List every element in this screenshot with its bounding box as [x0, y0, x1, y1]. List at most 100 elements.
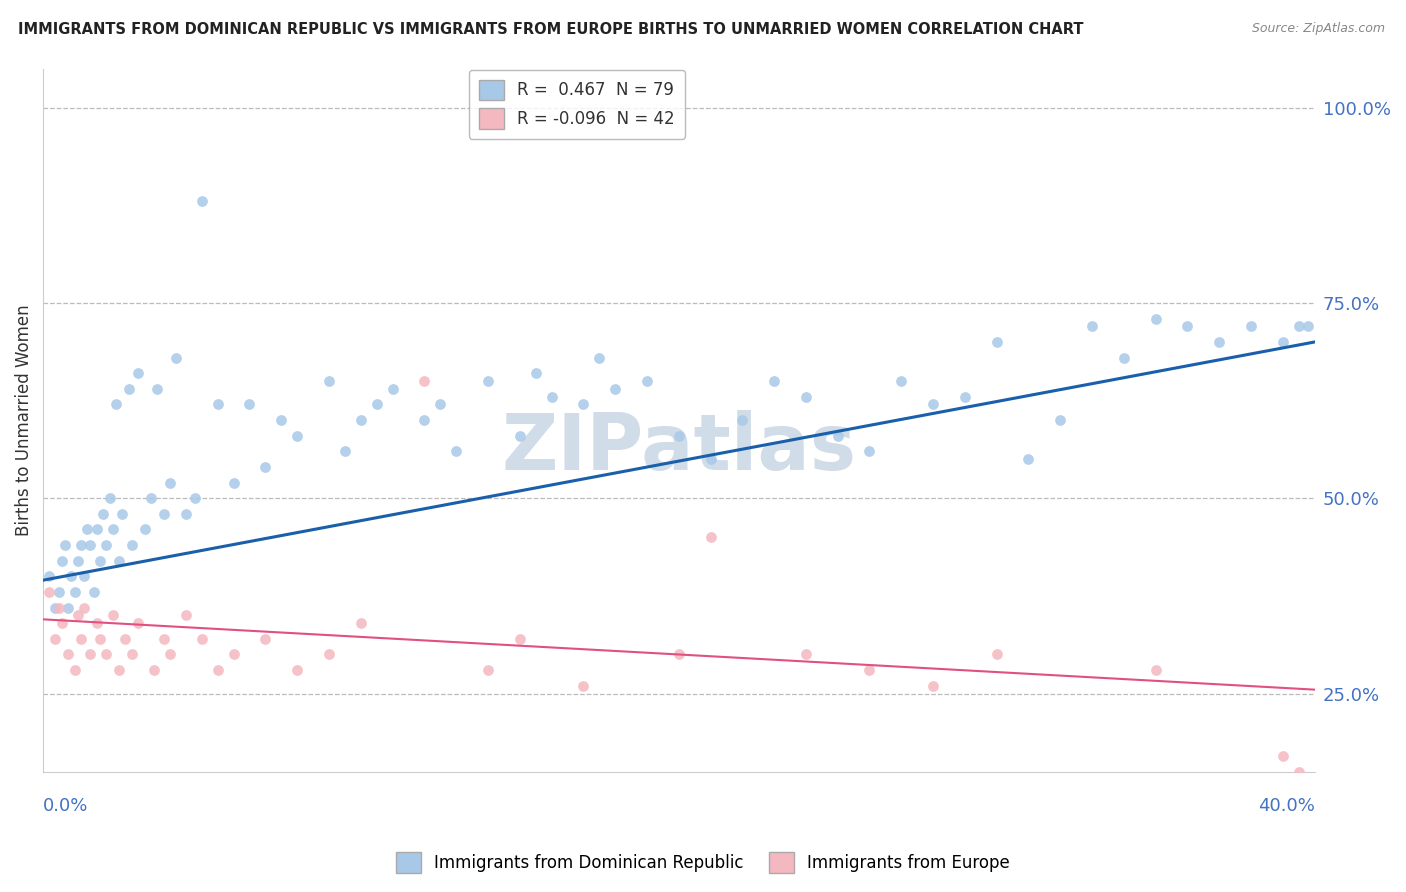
- Point: [1288, 319, 1310, 334]
- Point: [1288, 764, 1310, 779]
- Point: [350, 616, 373, 631]
- Point: [51, 616, 73, 631]
- Point: [986, 334, 1008, 349]
- Point: [174, 507, 197, 521]
- Point: [190, 632, 212, 646]
- Point: [413, 374, 436, 388]
- Point: [668, 428, 690, 442]
- Point: [159, 475, 181, 490]
- Point: [114, 632, 136, 646]
- Point: [73, 600, 96, 615]
- Point: [159, 648, 181, 662]
- Point: [668, 648, 690, 662]
- Point: [89, 554, 111, 568]
- Point: [53, 538, 76, 552]
- Point: [603, 382, 626, 396]
- Point: [174, 608, 197, 623]
- Point: [953, 390, 976, 404]
- Point: [222, 475, 245, 490]
- Point: [56, 600, 79, 615]
- Text: 40.0%: 40.0%: [1258, 797, 1315, 814]
- Point: [143, 663, 166, 677]
- Point: [121, 538, 143, 552]
- Point: [108, 554, 131, 568]
- Point: [70, 632, 93, 646]
- Point: [207, 397, 229, 411]
- Point: [636, 374, 658, 388]
- Point: [38, 585, 60, 599]
- Point: [318, 648, 340, 662]
- Point: [63, 663, 86, 677]
- Point: [1177, 319, 1199, 334]
- Point: [222, 648, 245, 662]
- Point: [429, 397, 451, 411]
- Point: [827, 428, 849, 442]
- Point: [60, 569, 83, 583]
- Point: [79, 648, 101, 662]
- Text: ZIPatlas: ZIPatlas: [501, 410, 856, 486]
- Point: [858, 444, 880, 458]
- Point: [96, 648, 118, 662]
- Point: [731, 413, 754, 427]
- Point: [76, 523, 98, 537]
- Point: [1271, 334, 1294, 349]
- Point: [165, 351, 187, 365]
- Point: [96, 538, 118, 552]
- Point: [588, 351, 610, 365]
- Point: [366, 397, 388, 411]
- Point: [38, 569, 60, 583]
- Point: [763, 374, 786, 388]
- Legend: Immigrants from Dominican Republic, Immigrants from Europe: Immigrants from Dominican Republic, Immi…: [389, 846, 1017, 880]
- Point: [83, 585, 105, 599]
- Point: [890, 374, 912, 388]
- Point: [1049, 413, 1071, 427]
- Point: [350, 413, 373, 427]
- Point: [285, 428, 308, 442]
- Point: [333, 444, 356, 458]
- Point: [1271, 749, 1294, 764]
- Point: [207, 663, 229, 677]
- Point: [117, 382, 139, 396]
- Point: [509, 632, 531, 646]
- Point: [66, 608, 89, 623]
- Point: [794, 390, 817, 404]
- Point: [56, 648, 79, 662]
- Point: [986, 648, 1008, 662]
- Point: [699, 452, 721, 467]
- Point: [86, 616, 108, 631]
- Point: [127, 616, 149, 631]
- Point: [152, 632, 174, 646]
- Point: [127, 366, 149, 380]
- Point: [79, 538, 101, 552]
- Point: [48, 585, 70, 599]
- Text: IMMIGRANTS FROM DOMINICAN REPUBLIC VS IMMIGRANTS FROM EUROPE BIRTHS TO UNMARRIED: IMMIGRANTS FROM DOMINICAN REPUBLIC VS IM…: [18, 22, 1084, 37]
- Legend: R =  0.467  N = 79, R = -0.096  N = 42: R = 0.467 N = 79, R = -0.096 N = 42: [470, 70, 685, 139]
- Point: [238, 397, 260, 411]
- Point: [101, 523, 124, 537]
- Point: [48, 600, 70, 615]
- Point: [477, 663, 499, 677]
- Point: [51, 554, 73, 568]
- Point: [381, 382, 404, 396]
- Point: [1144, 311, 1167, 326]
- Point: [477, 374, 499, 388]
- Point: [413, 413, 436, 427]
- Point: [444, 444, 467, 458]
- Point: [66, 554, 89, 568]
- Point: [108, 663, 131, 677]
- Point: [318, 374, 340, 388]
- Point: [98, 491, 121, 506]
- Point: [254, 460, 277, 475]
- Point: [699, 530, 721, 544]
- Y-axis label: Births to Unmarried Women: Births to Unmarried Women: [15, 304, 32, 536]
- Point: [134, 523, 156, 537]
- Point: [285, 663, 308, 677]
- Point: [152, 507, 174, 521]
- Point: [254, 632, 277, 646]
- Point: [1017, 452, 1039, 467]
- Point: [858, 663, 880, 677]
- Point: [139, 491, 162, 506]
- Point: [922, 397, 945, 411]
- Point: [184, 491, 207, 506]
- Point: [572, 679, 595, 693]
